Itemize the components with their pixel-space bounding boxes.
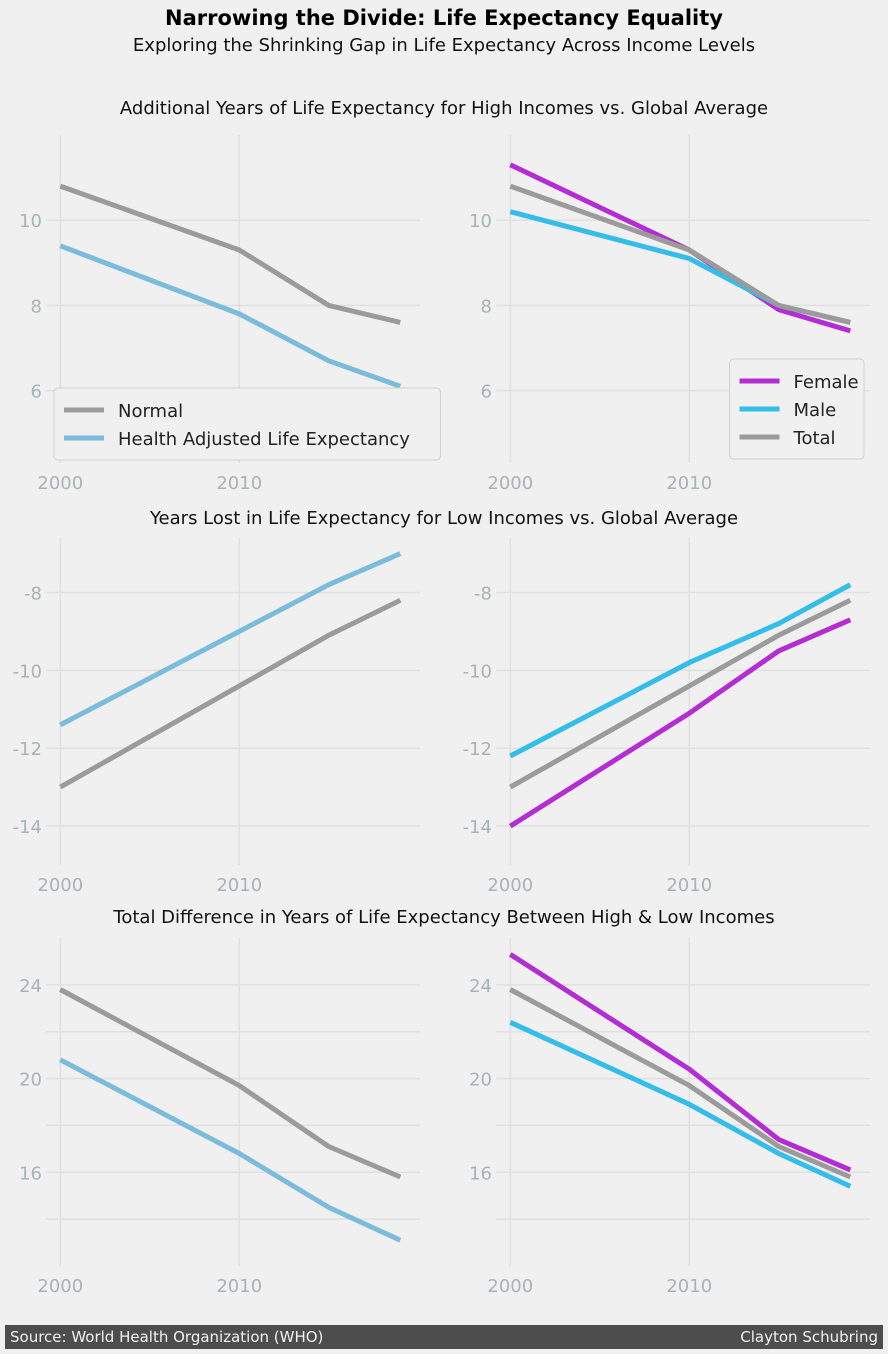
panel-2-xtick-label-0: 2000 bbox=[487, 473, 533, 494]
panel-4-xtick-label-0: 2000 bbox=[487, 875, 533, 896]
panel-1-ytick-label-0: 6 bbox=[31, 382, 42, 403]
panel-5-xtick-label-1: 2010 bbox=[216, 1276, 262, 1297]
panel-2-legend-label-1: Female bbox=[794, 372, 859, 393]
row-1-title: Additional Years of Life Expectancy for … bbox=[119, 98, 769, 119]
panel-2-series-line-3 bbox=[509, 183, 851, 325]
panel-3-ytick-label-1: -12 bbox=[13, 739, 42, 760]
panel-3-xtick-label-0: 2000 bbox=[37, 875, 83, 896]
panel-1-legend-box bbox=[53, 387, 441, 461]
panel-5-xtick-label-0: 2000 bbox=[37, 1276, 83, 1297]
panel-6-xtick-label-0: 2000 bbox=[487, 1276, 533, 1297]
panel-6-series-line-2 bbox=[509, 987, 852, 1180]
row-2-title: Years Lost in Life Expectancy for Low In… bbox=[149, 508, 739, 529]
panel-2-ytick-label-2: 10 bbox=[469, 211, 492, 232]
panel-1-legend-label-1: Normal bbox=[118, 401, 183, 422]
panel-1-xtick-label-0: 2000 bbox=[37, 473, 83, 494]
panel-6-series-line-3 bbox=[509, 1020, 852, 1189]
panel-5-ytick-label-2: 24 bbox=[19, 976, 42, 997]
panel-1-series-line-1 bbox=[59, 183, 401, 325]
panel-1-series-line-2 bbox=[59, 243, 402, 389]
panel-3-series-line-1 bbox=[59, 551, 402, 728]
footer-bar: Source: World Health Organization (WHO) … bbox=[5, 1325, 883, 1349]
panel-1-ytick-label-2: 10 bbox=[19, 211, 42, 232]
panel-5-ytick-label-0: 16 bbox=[19, 1163, 42, 1184]
panel-5-series-line-2 bbox=[59, 1057, 402, 1243]
panel-4-ytick-label-2: -10 bbox=[463, 661, 492, 682]
panel-3-ytick-label-0: -14 bbox=[13, 817, 42, 838]
panel-6-ytick-label-0: 16 bbox=[469, 1163, 492, 1184]
panel-3-series-line-2 bbox=[59, 598, 402, 790]
panel-2-ytick-label-1: 8 bbox=[481, 296, 492, 317]
source-credit: Source: World Health Organization (WHO) bbox=[10, 1328, 324, 1346]
author-credit: Clayton Schubring bbox=[740, 1328, 878, 1346]
panel-4-ytick-label-0: -14 bbox=[463, 817, 492, 838]
panel-3-ytick-label-2: -10 bbox=[13, 661, 42, 682]
panel-1-legend-label-2: Health Adjusted Life Expectancy bbox=[118, 429, 410, 450]
panel-2-legend-label-2: Male bbox=[794, 400, 837, 421]
panel-2-ytick-label-0: 6 bbox=[481, 382, 492, 403]
panel-4-ytick-label-3: -8 bbox=[474, 584, 492, 605]
panel-4-series-line-2 bbox=[509, 598, 852, 790]
panel-3-ytick-label-3: -8 bbox=[24, 584, 42, 605]
panel-5-ytick-label-1: 20 bbox=[19, 1070, 42, 1091]
page-title: Narrowing the Divide: Life Expectancy Eq… bbox=[165, 6, 723, 30]
panel-1-xtick-label-1: 2010 bbox=[216, 473, 262, 494]
panel-6-ytick-label-1: 20 bbox=[469, 1070, 492, 1091]
panel-4-series-line-1 bbox=[509, 582, 852, 759]
panel-2-legend-box bbox=[729, 358, 865, 460]
panel-4-ytick-label-1: -12 bbox=[463, 739, 492, 760]
panel-3-xtick-label-1: 2010 bbox=[216, 875, 262, 896]
panel-2-legend-label-3: Total bbox=[793, 428, 836, 449]
panel-6-xtick-label-1: 2010 bbox=[666, 1276, 712, 1297]
panel-1-ytick-label-1: 8 bbox=[31, 296, 42, 317]
panel-4-xtick-label-1: 2010 bbox=[666, 875, 712, 896]
panel-4-series-line-3 bbox=[508, 617, 852, 829]
panel-6-ytick-label-2: 24 bbox=[469, 976, 492, 997]
page-subtitle: Exploring the Shrinking Gap in Life Expe… bbox=[132, 35, 756, 56]
row-3-title: Total Difference in Years of Life Expect… bbox=[113, 907, 775, 928]
panel-5-series-line-1 bbox=[59, 987, 402, 1180]
panel-6-series-line-1 bbox=[508, 952, 852, 1173]
panel-2-xtick-label-1: 2010 bbox=[666, 473, 712, 494]
